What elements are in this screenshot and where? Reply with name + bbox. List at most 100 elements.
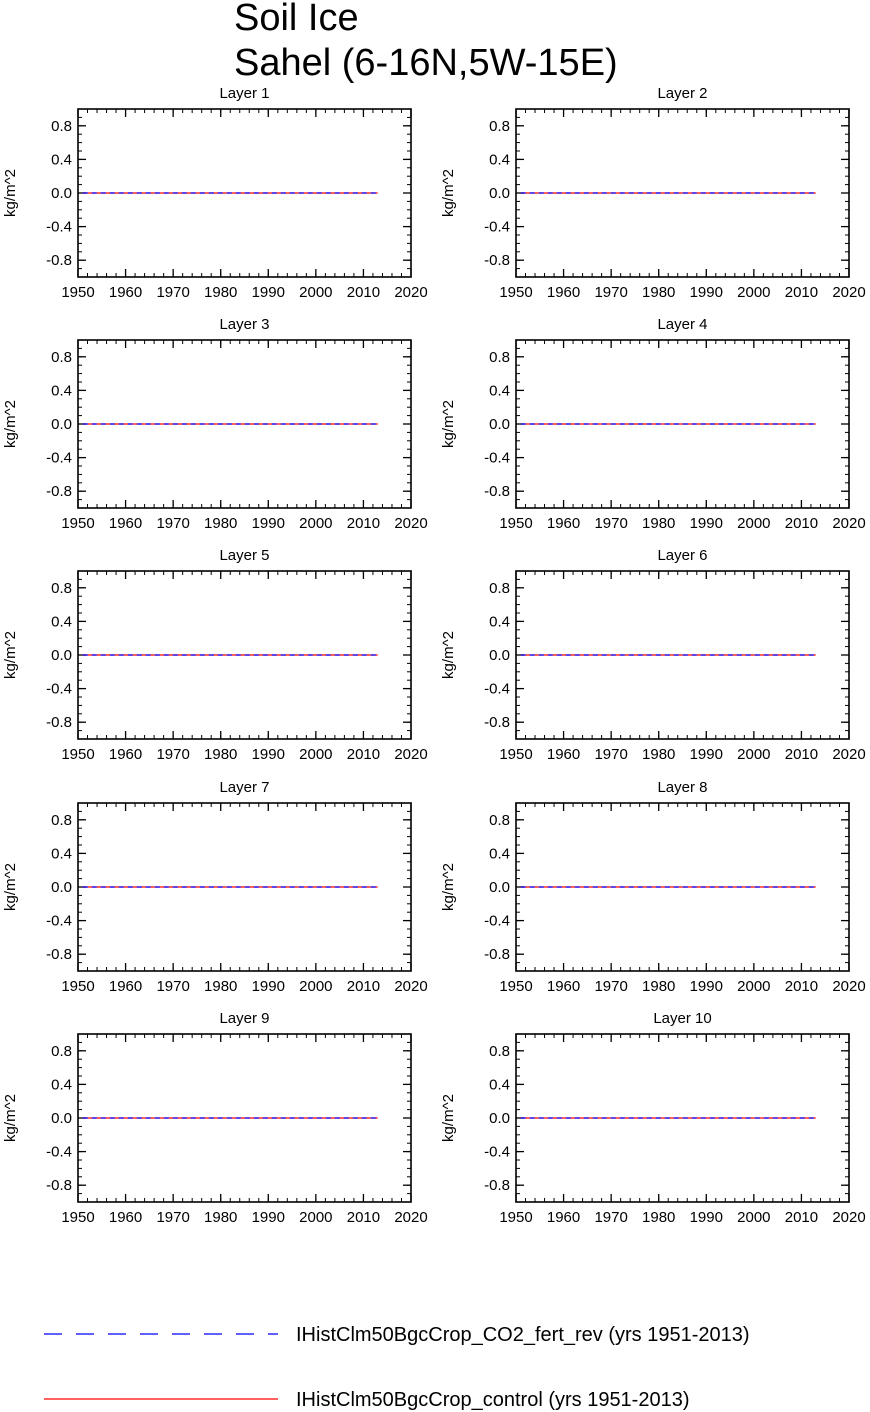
x-tick-label: 2000 [737,284,770,301]
y-tick-label: 0.4 [51,1076,72,1093]
y-tick-label: -0.4 [484,219,510,236]
plot-frame [515,570,850,740]
y-tick-label: -0.4 [46,450,72,467]
x-tick-label: 2020 [832,1209,865,1226]
figure-title-line-1: Soil Ice [234,0,359,39]
figure-title-line-2: Sahel (6-16N,5W-15E) [234,42,618,84]
y-tick-label: 0.0 [51,879,72,896]
y-axis-label: kg/m^2 [2,400,19,448]
x-tick-label: 1970 [594,1209,627,1226]
y-tick-label: 0.8 [51,118,72,135]
y-tick-label: 0.4 [489,382,510,399]
x-tick-label: 2010 [785,1209,818,1226]
chart-panel-8: Layer 8 kg/m^2 0.8 0.4 0.0 -0.4 -0.8 1950 1960 19… [440,779,866,995]
x-tick-label: 1980 [642,284,675,301]
panel-title: Layer 1 [219,85,269,102]
x-tick-label: 2000 [737,978,770,995]
y-tick-label: -0.8 [46,714,72,731]
y-tick-label: 0.8 [489,580,510,597]
x-tick-label: 1970 [156,746,189,763]
x-tick-label: 1980 [204,284,237,301]
x-tick-label: 2000 [737,515,770,532]
x-tick-label: 1970 [594,746,627,763]
y-tick-label: 0.4 [489,613,510,630]
y-tick-label: 0.4 [489,845,510,862]
x-tick-label: 1950 [61,746,94,763]
y-axis-label: kg/m^2 [440,400,457,448]
x-tick-label: 1960 [109,1209,142,1226]
x-tick-label: 1950 [61,284,94,301]
y-tick-label: -0.8 [484,946,510,963]
y-axis-label: kg/m^2 [440,863,457,911]
x-tick-label: 2020 [394,746,427,763]
y-tick-label: -0.8 [484,252,510,269]
y-tick-label: 0.0 [489,647,510,664]
x-tick-label: 1990 [252,978,285,995]
y-tick-label: 0.0 [51,1110,72,1127]
y-tick-label: 0.8 [51,580,72,597]
x-tick-label: 1960 [547,1209,580,1226]
x-tick-label: 1950 [499,284,532,301]
x-tick-label: 1990 [252,1209,285,1226]
x-tick-label: 1980 [204,746,237,763]
plot-frame [515,108,850,278]
y-tick-label: -0.4 [46,913,72,930]
plot-frame [77,108,412,278]
y-tick-label: -0.8 [484,483,510,500]
chart-panel-10: Layer 10 kg/m^2 0.8 0.4 0.0 -0.4 -0.8 1950 1960 1… [440,1010,866,1226]
x-tick-label: 1970 [594,515,627,532]
y-tick-label: -0.4 [484,450,510,467]
x-tick-label: 1980 [642,515,675,532]
y-tick-label: -0.4 [484,913,510,930]
x-tick-label: 2020 [832,515,865,532]
y-tick-label: -0.4 [46,219,72,236]
x-tick-label: 2020 [394,515,427,532]
y-tick-label: 0.4 [489,1076,510,1093]
chart-panel-9: Layer 9 kg/m^2 0.8 0.4 0.0 -0.4 -0.8 1950 1960 19… [2,1010,428,1226]
x-tick-label: 2020 [394,284,427,301]
chart-panel-1: Layer 1 kg/m^2 0.8 0.4 0.0 -0.4 -0.8 1950 1960 19… [2,85,428,301]
x-tick-label: 1960 [547,746,580,763]
x-tick-label: 1990 [252,284,285,301]
x-tick-label: 1950 [61,978,94,995]
y-tick-label: 0.8 [489,812,510,829]
y-tick-label: 0.8 [51,1043,72,1060]
x-tick-label: 2010 [785,515,818,532]
y-tick-label: 0.0 [51,647,72,664]
x-tick-label: 1970 [594,978,627,995]
x-tick-label: 1950 [499,1209,532,1226]
x-tick-label: 2000 [299,746,332,763]
x-tick-label: 2010 [347,515,380,532]
y-tick-label: -0.4 [484,681,510,698]
panel-title: Layer 7 [219,779,269,796]
y-tick-label: 0.4 [51,845,72,862]
x-tick-label: 1970 [156,515,189,532]
y-axis-label: kg/m^2 [2,1094,19,1142]
chart-panel-4: Layer 4 kg/m^2 0.8 0.4 0.0 -0.4 -0.8 1950 1960 19… [440,316,866,532]
x-tick-label: 1960 [547,978,580,995]
y-tick-label: -0.4 [484,1144,510,1161]
y-tick-label: -0.8 [484,714,510,731]
y-axis-label: kg/m^2 [2,169,19,217]
y-tick-label: 0.4 [51,613,72,630]
x-tick-label: 1950 [499,746,532,763]
legend: IHistClm50BgcCrop_CO2_fert_rev (yrs 1951… [44,1324,750,1411]
panel-title: Layer 2 [657,85,707,102]
y-tick-label: 0.0 [51,185,72,202]
y-tick-label: 0.0 [489,185,510,202]
y-tick-label: 0.0 [489,1110,510,1127]
x-tick-label: 2020 [832,746,865,763]
y-tick-label: 0.4 [51,151,72,168]
chart-panel-5: Layer 5 kg/m^2 0.8 0.4 0.0 -0.4 -0.8 1950 1960 19… [2,547,428,763]
x-tick-label: 2020 [394,978,427,995]
x-tick-label: 1970 [156,978,189,995]
y-axis-label: kg/m^2 [440,169,457,217]
panels: Layer 1 kg/m^2 0.8 0.4 0.0 -0.4 -0.8 1950 1960 19… [2,85,866,1226]
plot-frame [77,802,412,972]
y-tick-label: 0.0 [489,416,510,433]
y-axis-label: kg/m^2 [2,863,19,911]
panel-title: Layer 3 [219,316,269,333]
x-tick-label: 1980 [642,746,675,763]
x-tick-label: 1980 [204,1209,237,1226]
